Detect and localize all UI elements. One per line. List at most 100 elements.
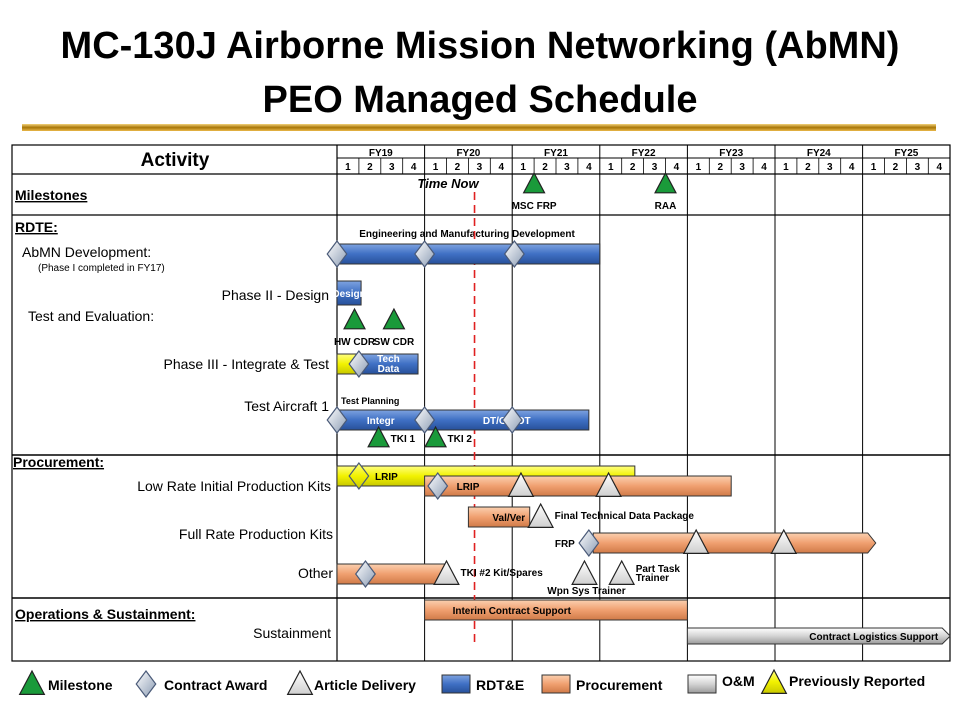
legend-label: O&M — [722, 673, 755, 689]
quarter-label: 3 — [652, 162, 658, 173]
quarter-label: 2 — [805, 162, 811, 173]
time-now-label: Time Now — [417, 176, 479, 191]
bar-lrip-prev-label: LRIP — [375, 472, 398, 483]
quarter-label: 3 — [915, 162, 921, 173]
milestone-marker: HW CDR — [334, 307, 376, 348]
row-frp-kits: Full Rate Production Kits — [179, 526, 333, 542]
triangle-shape — [18, 669, 46, 696]
fy-label: FY22 — [632, 148, 656, 159]
legend-swatch — [441, 674, 471, 694]
quarter-label: 4 — [674, 162, 680, 173]
triangle-shape — [507, 471, 535, 497]
legend: Milestone Contract Award Article Delivery R… — [18, 668, 925, 698]
legend-swatch — [687, 674, 717, 694]
quarter-label: 2 — [893, 162, 899, 173]
bar-design: Design — [332, 280, 366, 306]
bar-lrip: LRIP — [424, 475, 732, 497]
delivery-marker: TKI #2 Kit/Spares — [433, 559, 543, 586]
diamond-shape — [501, 406, 523, 434]
triangle-shape — [286, 669, 314, 696]
fy-label: FY23 — [719, 148, 743, 159]
delivery-marker — [595, 471, 622, 497]
milestone-marker: MSC FRP — [512, 171, 557, 212]
delivery-marker — [507, 471, 535, 497]
row-labels: Milestones RDTE: AbMN Development: (Phas… — [13, 187, 333, 641]
legend-label: Milestone — [48, 677, 113, 693]
diamond-shape — [414, 406, 436, 434]
marker-label: HW CDR — [334, 337, 376, 348]
row-other: Other — [298, 565, 333, 581]
quarter-label: 1 — [345, 162, 351, 173]
bar-design-shape — [336, 280, 362, 306]
contract-marker — [354, 560, 376, 588]
quarter-label: 4 — [498, 162, 504, 173]
bar-ics-label: Interim Contract Support — [453, 606, 572, 617]
milestone-marker: SW CDR — [374, 307, 415, 348]
row-phase2-design: Phase II - Design — [222, 287, 329, 303]
fy-label: FY21 — [544, 148, 568, 159]
triangle-shape — [654, 171, 677, 194]
quarter-label: 1 — [783, 162, 789, 173]
marker-label: Part Task Trainer — [636, 564, 681, 584]
quarter-label: 4 — [411, 162, 417, 173]
triangle-shape — [343, 307, 366, 330]
quarter-label: 3 — [739, 162, 745, 173]
diamond-shape — [427, 472, 449, 500]
legend-label: Contract Award — [164, 677, 267, 693]
fy-label: FY20 — [456, 148, 480, 159]
diamond-shape — [348, 350, 370, 378]
legend-item-milestone: Milestone — [18, 669, 113, 696]
bar-lrip-label: LRIP — [457, 482, 480, 493]
diamond-shape — [354, 560, 376, 588]
row-test-aircraft-1: Test Aircraft 1 — [244, 398, 329, 414]
row-abmn-note: (Phase I completed in FY17) — [38, 263, 165, 274]
delivery-marker — [682, 528, 710, 555]
quarter-label: 3 — [827, 162, 833, 173]
diamond-shape — [135, 670, 157, 698]
quarter-label: 2 — [367, 162, 373, 173]
bar-lrip-shape — [424, 475, 732, 497]
bar-valver-shape — [467, 506, 531, 528]
row-abmn-development: AbMN Development: — [22, 244, 151, 260]
legend-label: Article Delivery — [314, 677, 416, 693]
triangle-shape — [682, 528, 710, 555]
fy-labels: FY19 FY20 FY21 FY22 FY23 FY24 FY25 — [369, 148, 919, 159]
triangle-shape — [608, 559, 636, 586]
legend-item-om: O&M — [687, 673, 755, 694]
bar-cls-label: Contract Logistics Support — [809, 632, 939, 643]
triangle-shape — [595, 471, 622, 497]
legend-swatch — [541, 674, 571, 694]
quarter-label: 2 — [717, 162, 723, 173]
quarter-label: 4 — [586, 162, 592, 173]
triangle-shape — [382, 307, 406, 330]
bar-ics: Interim Contract Support — [424, 599, 688, 621]
bar-valver-label: Val/Ver — [492, 513, 525, 524]
bar-integr-label: Integr — [367, 416, 395, 427]
quarter-label: 3 — [389, 162, 395, 173]
title-underline — [22, 124, 936, 131]
fy-label: FY19 — [369, 148, 393, 159]
contract-marker: FRP — [555, 529, 600, 557]
grid-frame — [11, 144, 951, 662]
legend-item-proc: Procurement — [541, 674, 663, 694]
quarter-label: 2 — [630, 162, 636, 173]
diamond-shape — [503, 240, 525, 268]
row-lrip-kits: Low Rate Initial Production Kits — [137, 478, 331, 494]
quarter-label: 1 — [433, 162, 439, 173]
diamond-shape — [326, 406, 348, 434]
triangle-shape — [522, 171, 546, 194]
legend-item-rdte: RDT&E — [441, 674, 524, 694]
quarter-label: 4 — [849, 162, 855, 173]
contract-marker — [414, 406, 436, 434]
contract-marker — [414, 240, 436, 268]
bar-design-label: Design — [332, 289, 365, 300]
contract-marker — [501, 406, 523, 434]
marker-label: FRP — [555, 539, 575, 550]
row-rdte: RDTE: — [15, 219, 58, 235]
row-sustainment: Sustainment — [253, 625, 331, 641]
contract-marker — [348, 350, 370, 378]
bar-integr: Integr — [336, 409, 426, 431]
quarter-label: 2 — [455, 162, 461, 173]
